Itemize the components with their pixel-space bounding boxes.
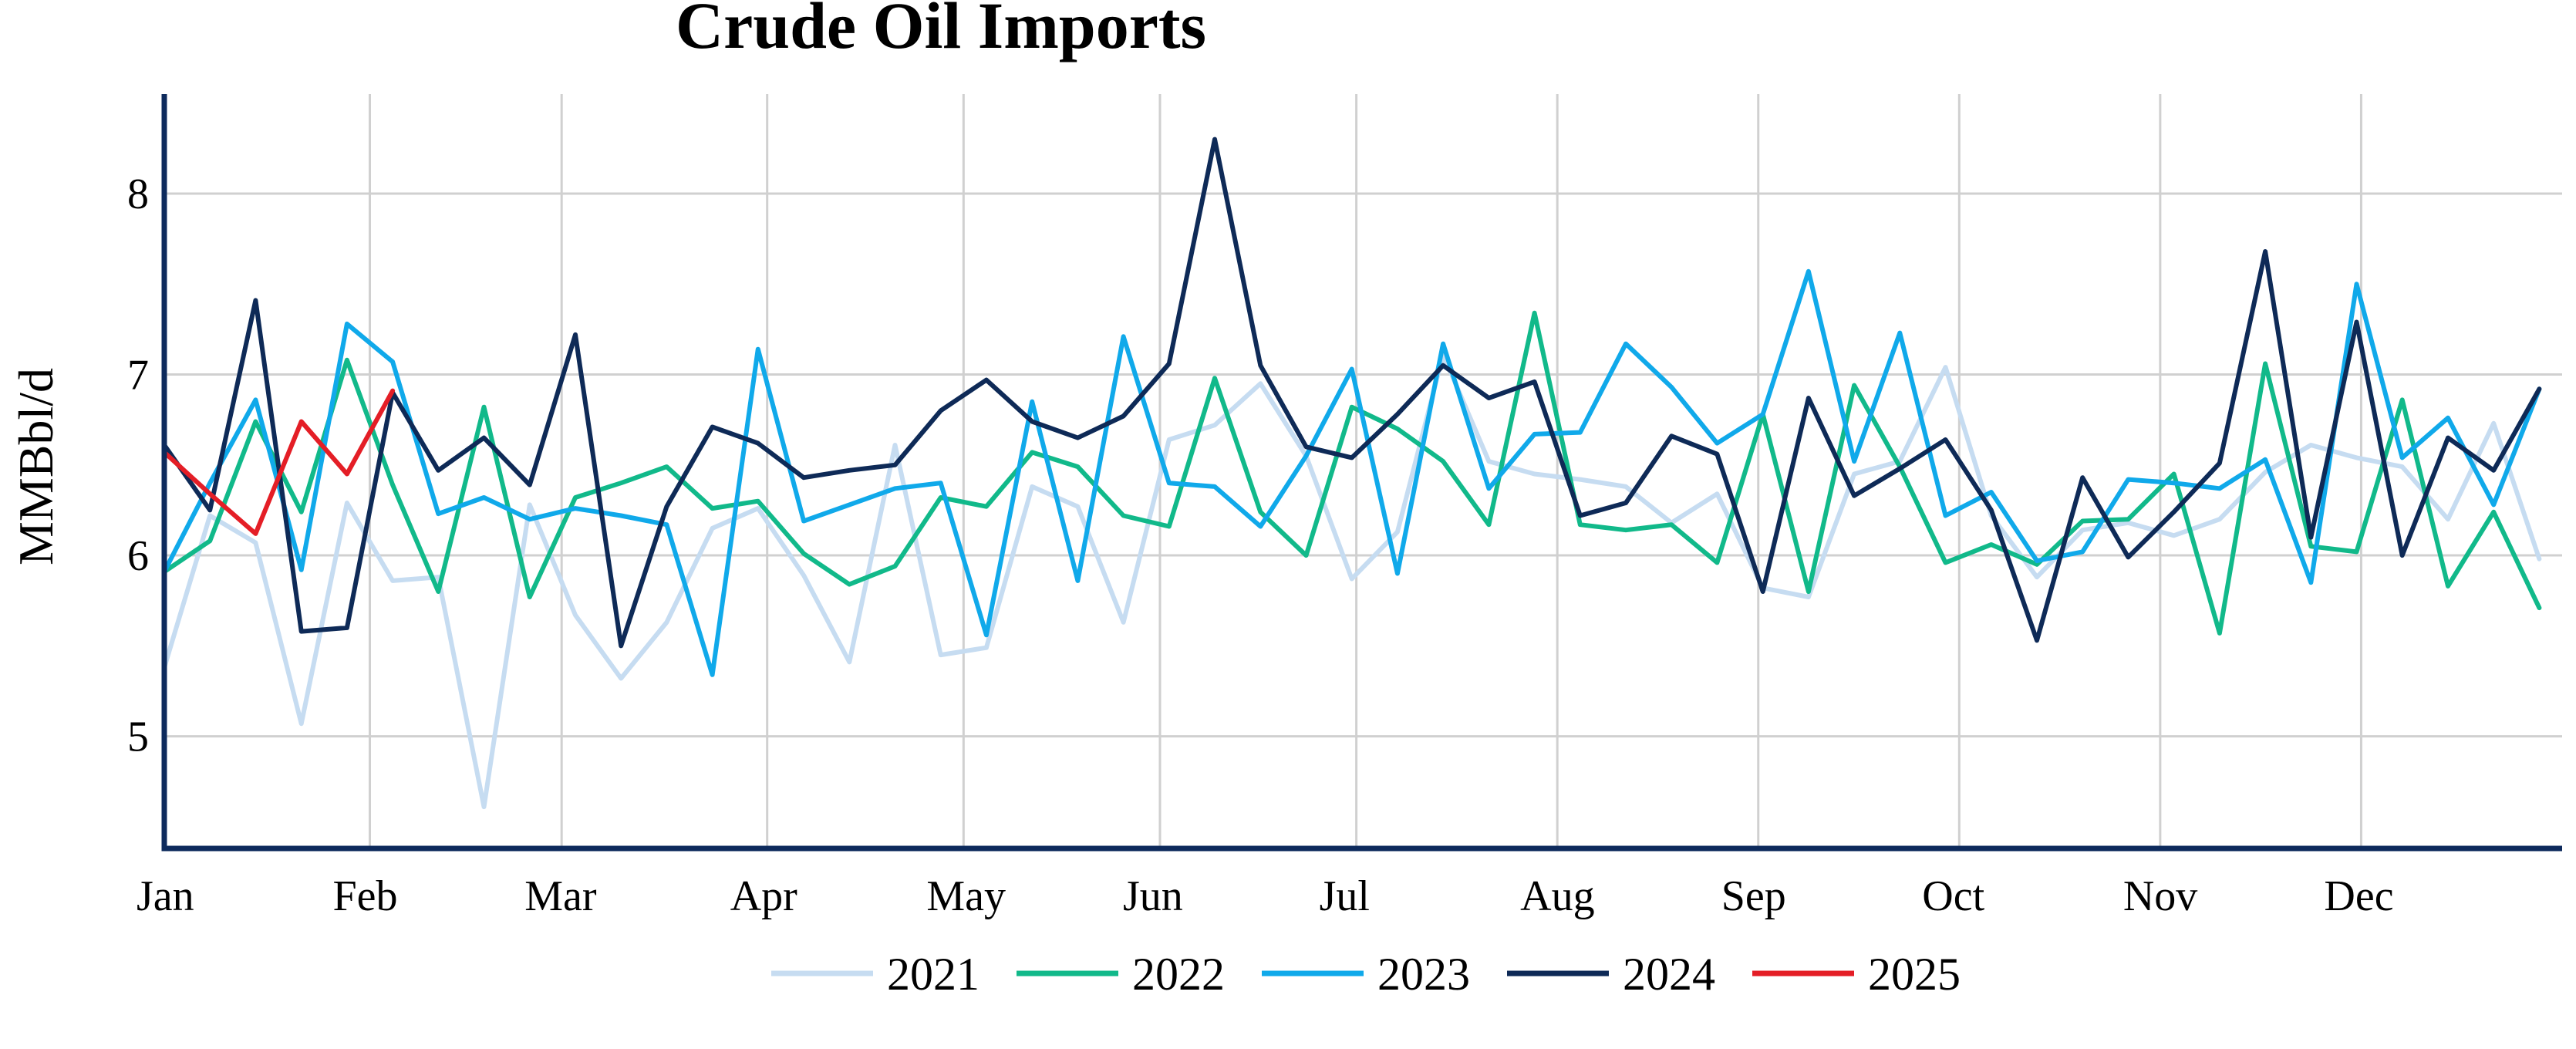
- chart-title: Crude Oil Imports: [676, 0, 1206, 62]
- series-line-2022: [162, 310, 2542, 636]
- series-lines: [162, 137, 2542, 810]
- x-tick-label: May: [926, 872, 1006, 920]
- legend-label-2024: 2024: [1623, 949, 1715, 1000]
- legend-label-2022: 2022: [1132, 949, 1225, 1000]
- y-tick-label: 5: [127, 713, 149, 761]
- series-line-2025: [162, 388, 396, 536]
- x-tick-label: Jan: [137, 872, 194, 920]
- x-tick-label: Oct: [1922, 872, 1984, 920]
- gridlines: [164, 94, 2562, 848]
- y-tick-label: 8: [127, 170, 149, 218]
- x-tick-label: Sep: [1721, 872, 1786, 920]
- axes-frame: [161, 94, 2562, 852]
- y-tick-label: 7: [127, 352, 149, 400]
- series-line-2023: [162, 268, 2542, 677]
- y-tick-labels: 5 6 7 8: [127, 170, 149, 761]
- legend-label-2021: 2021: [887, 949, 979, 1000]
- x-tick-label: Feb: [332, 872, 397, 920]
- legend-label-2023: 2023: [1377, 949, 1470, 1000]
- legend: 2021 2022 2023 2024 2025: [771, 949, 1961, 1000]
- x-tick-labels: Jan Feb Mar Apr May Jun Jul Aug Sep Oct Nov Dec: [137, 872, 2394, 920]
- series-line-2021: [162, 352, 2542, 810]
- x-tick-label: Jun: [1123, 872, 1183, 920]
- x-tick-label: Aug: [1520, 872, 1594, 920]
- y-tick-label: 6: [127, 532, 149, 580]
- x-tick-label: Apr: [730, 872, 797, 920]
- x-tick-label: Dec: [2324, 872, 2393, 920]
- y-axis-label: MMBbl/d: [8, 368, 63, 565]
- x-tick-label: Nov: [2123, 872, 2197, 920]
- x-tick-label: Jul: [1320, 872, 1370, 920]
- series-line-2024: [162, 137, 2542, 649]
- legend-label-2025: 2025: [1868, 949, 1961, 1000]
- x-tick-label: Mar: [524, 872, 597, 920]
